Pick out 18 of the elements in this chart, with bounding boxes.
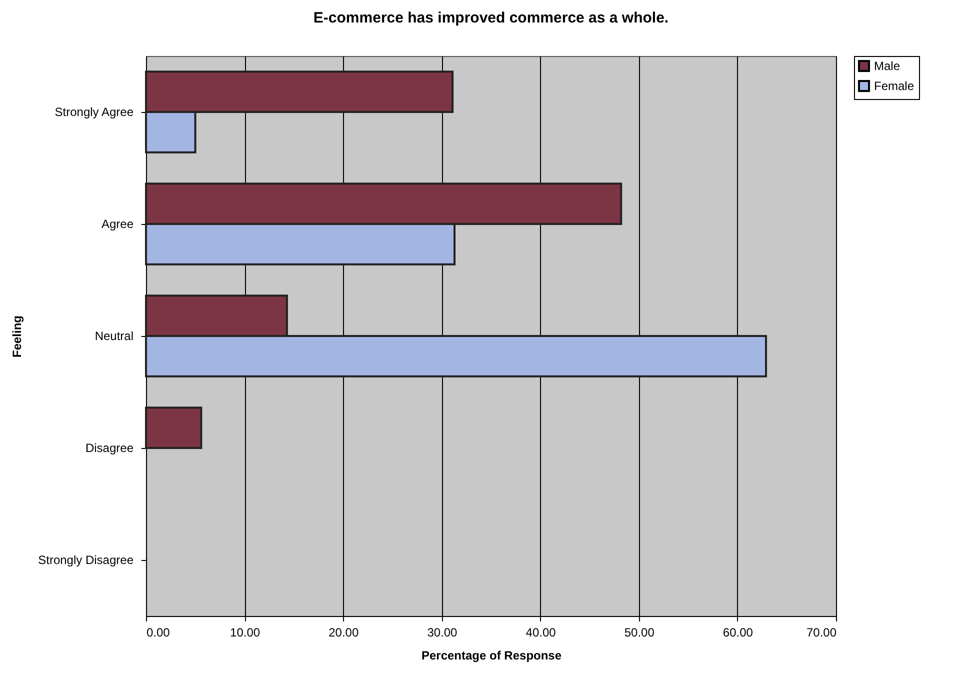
x-tick-label: 30.00 bbox=[427, 626, 458, 640]
x-tick-label: 60.00 bbox=[722, 626, 754, 640]
y-tick-label: Agree bbox=[101, 217, 134, 231]
x-tick-label: 50.00 bbox=[624, 626, 655, 640]
y-tick-label: Strongly Agree bbox=[54, 105, 134, 119]
chart-title: E-commerce has improved commerce as a whole. bbox=[313, 10, 669, 26]
x-tick-label: 10.00 bbox=[230, 626, 260, 640]
y-tick-label: Neutral bbox=[94, 329, 134, 343]
x-tick-label: 40.00 bbox=[526, 626, 556, 640]
x-tick-label: 70.00 bbox=[806, 626, 837, 640]
y-axis-title: Feeling bbox=[10, 315, 24, 358]
y-tick-label: Disagree bbox=[85, 441, 134, 455]
legend-label: Female bbox=[874, 79, 914, 93]
x-tick-label: 0.00 bbox=[146, 626, 170, 640]
legend-label: Male bbox=[874, 59, 900, 73]
x-tick-label: 20.00 bbox=[328, 626, 359, 640]
y-tick-label: Strongly Disagree bbox=[38, 553, 134, 567]
x-axis-title: Percentage of Response bbox=[421, 648, 562, 662]
